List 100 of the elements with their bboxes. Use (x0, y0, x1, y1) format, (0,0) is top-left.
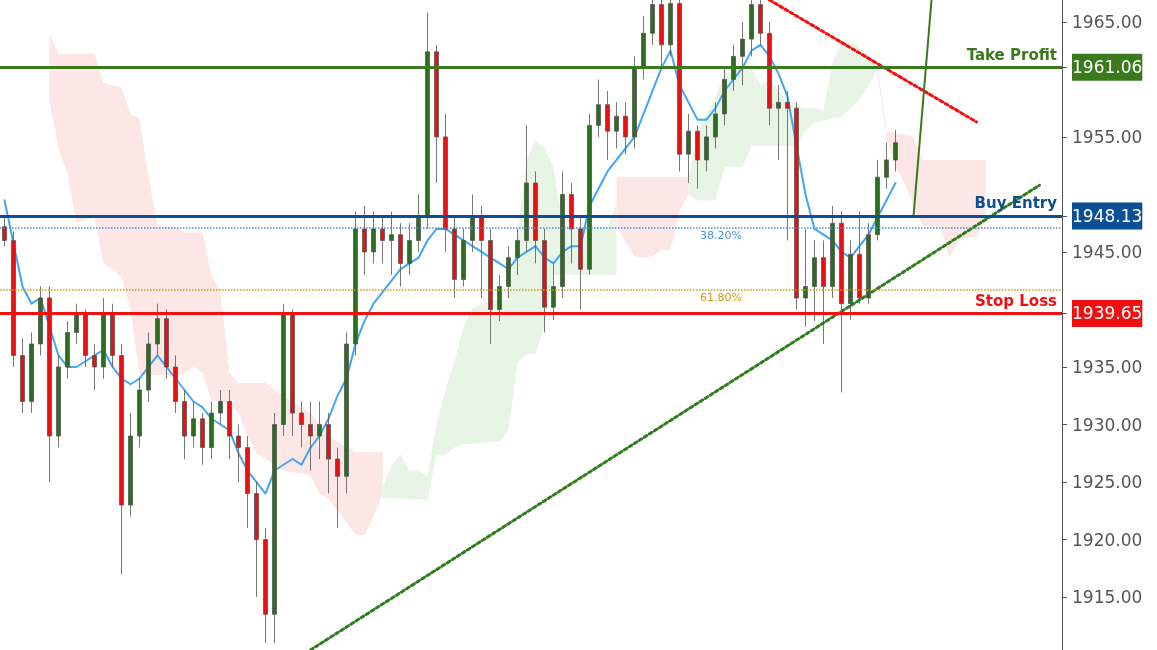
ref-line-label: Stop Loss (975, 292, 1058, 310)
candlestick (533, 171, 538, 264)
candlestick (884, 142, 889, 190)
y-tick-label: 1948.13 (1072, 205, 1143, 226)
candlestick (524, 125, 529, 253)
y-tick-label: 1961.06 (1072, 57, 1143, 78)
ref-line-label: Take Profit (966, 45, 1057, 64)
candlestick (29, 332, 34, 414)
candlestick (389, 211, 394, 276)
candlestick (128, 412, 133, 517)
candlestick (191, 401, 196, 448)
candlestick (497, 274, 502, 322)
candlestick (344, 332, 349, 494)
candlestick (803, 228, 808, 328)
candlestick (641, 15, 646, 80)
candlestick (776, 84, 781, 161)
candlestick (587, 113, 592, 276)
candlestick (173, 355, 178, 414)
candlestick (443, 113, 448, 253)
candlestick (245, 435, 250, 529)
candlestick (893, 129, 898, 172)
candlestick (326, 412, 331, 494)
ref-line-label: Buy Entry (974, 194, 1058, 213)
y-tick-label: 1955.00 (1072, 126, 1143, 147)
candlestick (236, 424, 241, 483)
candlestick (461, 228, 466, 287)
candlestick (317, 401, 322, 460)
candlestick (281, 303, 286, 437)
candlestick (866, 222, 871, 305)
candlestick (272, 412, 277, 644)
candlestick (785, 90, 790, 241)
candlestick (200, 412, 205, 466)
candlestick (578, 217, 583, 310)
candlestick (56, 355, 61, 448)
annotation: 61.80% (700, 290, 742, 304)
y-tick-label: 1945.00 (1072, 241, 1143, 262)
candlestick (596, 78, 601, 138)
y-tick-label: 1935.00 (1072, 356, 1143, 377)
candlestick (65, 320, 70, 379)
candlestick (470, 194, 475, 253)
candlestick (146, 332, 151, 402)
candlestick (182, 389, 187, 460)
y-tick-label: 1965.00 (1072, 11, 1143, 32)
candlestick (812, 240, 817, 322)
candlestick (299, 401, 304, 448)
candlestick (659, 0, 664, 69)
candlestick (848, 240, 853, 321)
candlestick (209, 401, 214, 460)
candlestick (38, 286, 43, 356)
candlestick (758, 0, 763, 46)
candlestick (479, 205, 484, 299)
candlestick (371, 211, 376, 264)
candlestick (119, 343, 124, 575)
candlestick (2, 217, 7, 247)
candlestick (335, 447, 340, 529)
candlestick (101, 297, 106, 379)
line-series (3, 43, 897, 495)
candlestick (605, 90, 610, 161)
candlestick (353, 211, 358, 356)
candlestick (137, 378, 142, 448)
candlestick (380, 217, 385, 264)
y-tick-label: 1930.00 (1072, 414, 1143, 435)
candlestick (515, 228, 520, 276)
candlestick (20, 337, 25, 414)
candlestick (713, 101, 718, 149)
candlestick (722, 67, 727, 126)
annotation: 38.20% (700, 228, 742, 242)
candlestick (767, 21, 772, 126)
candlestick (569, 182, 574, 264)
candlestick (731, 44, 736, 92)
candlestick (434, 44, 439, 184)
candlestick (407, 222, 412, 276)
candlestick (668, 0, 673, 57)
candlestick (677, 0, 682, 172)
candlestick (452, 217, 457, 299)
candlestick (623, 101, 628, 155)
candlestick (695, 125, 700, 190)
candlestick (308, 401, 313, 471)
candlestick (254, 481, 259, 598)
candlestick (794, 101, 799, 310)
candlestick (398, 222, 403, 287)
candlestick (650, 0, 655, 46)
candlestick (551, 263, 556, 321)
candlestick (857, 211, 862, 305)
candlestick (227, 389, 232, 460)
candlestick (218, 389, 223, 425)
candlestick (614, 101, 619, 149)
candlestick (740, 21, 745, 86)
candlestick (632, 55, 637, 149)
candlestick (362, 205, 367, 276)
candlestick (560, 171, 565, 299)
candlestick (92, 343, 97, 391)
candlestick (686, 113, 691, 184)
candlestick (704, 125, 709, 172)
y-tick-label: 1925.00 (1072, 472, 1143, 493)
y-tick-label: 1920.00 (1072, 529, 1143, 550)
candlestick (74, 303, 79, 345)
candlestick (830, 205, 835, 299)
candlestick (506, 245, 511, 299)
candlestick (875, 159, 880, 241)
